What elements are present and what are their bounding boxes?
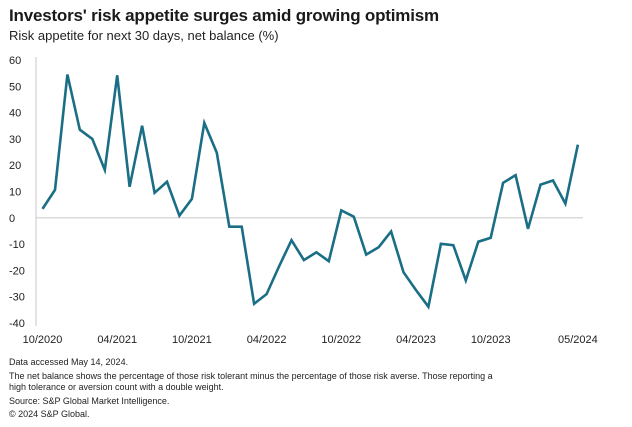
data-point [153, 192, 156, 195]
data-point [402, 271, 405, 274]
data-point [290, 239, 293, 242]
x-tick-label: 04/2021 [97, 334, 137, 346]
data-point [79, 128, 82, 131]
plot-area [36, 73, 583, 310]
data-point [427, 305, 430, 308]
y-tick-label: -40 [9, 318, 25, 330]
data-point [166, 180, 169, 183]
x-axis: 10/2020 04/2021 10/2021 04/2022 10/2022 04/20… [23, 334, 598, 346]
definition-note: The net balance shows the percentage of … [9, 371, 493, 392]
source-note: Source: S&P Global Market Intelligence. [9, 396, 170, 406]
x-tick-label: 10/2020 [23, 334, 63, 346]
data-point [278, 265, 281, 268]
y-tick-label: 0 [9, 213, 15, 225]
data-point [128, 185, 131, 188]
x-tick-label: 10/2023 [471, 334, 511, 346]
y-tick-label: 10 [9, 187, 21, 199]
data-point [216, 152, 219, 155]
y-tick-label: -10 [9, 239, 25, 251]
data-point [539, 183, 542, 186]
x-tick-label: 05/2024 [558, 334, 598, 346]
data-point [303, 259, 306, 262]
y-tick-label: 40 [9, 108, 21, 120]
y-tick-label: 30 [9, 134, 21, 146]
data-point [390, 230, 393, 233]
data-point [253, 303, 256, 306]
y-tick-label: -30 [9, 292, 25, 304]
data-point [577, 143, 580, 146]
data-point [41, 208, 44, 211]
data-point [502, 182, 505, 185]
data-point [265, 293, 268, 296]
y-tick-label: 50 [9, 81, 21, 93]
data-point [315, 251, 318, 254]
line-chart: 60 50 40 30 20 10 0 -10 -20 -30 -40 10/2020 04/2021… [9, 55, 598, 346]
footnotes: Data accessed May 14, 2024. The net bala… [9, 357, 509, 423]
copyright-note: © 2024 S&P Global. [9, 409, 90, 419]
data-point [465, 279, 468, 282]
series-line [41, 74, 580, 310]
data-point [240, 225, 243, 228]
data-point [352, 215, 355, 218]
data-point [552, 179, 555, 182]
data-point [489, 236, 492, 239]
data-point [228, 225, 231, 228]
data-point [377, 246, 380, 249]
data-point [116, 74, 119, 77]
data-point [452, 244, 455, 247]
data-point [365, 253, 368, 256]
chart-subtitle: Risk appetite for next 30 days, net bala… [9, 28, 279, 43]
data-point [415, 289, 418, 292]
data-point [141, 124, 144, 127]
y-tick-label: 20 [9, 160, 21, 172]
data-point [527, 228, 530, 231]
data-point [203, 122, 206, 125]
data-point [91, 138, 94, 141]
data-point [340, 209, 343, 212]
data-point [178, 214, 181, 217]
x-tick-label: 04/2022 [247, 334, 287, 346]
data-point [564, 202, 567, 205]
data-point [54, 189, 57, 192]
data-point [103, 169, 106, 172]
data-point [191, 198, 194, 201]
x-tick-label: 04/2023 [396, 334, 436, 346]
data-point [477, 240, 480, 243]
data-accessed-note: Data accessed May 14, 2024. [9, 357, 129, 367]
y-tick-label: -20 [9, 265, 25, 277]
data-point [328, 260, 331, 263]
data-point [514, 174, 517, 177]
y-tick-label: 60 [9, 55, 21, 67]
data-point [66, 73, 69, 76]
chart-title: Investors' risk appetite surges amid gro… [9, 6, 439, 25]
x-tick-label: 10/2022 [321, 334, 361, 346]
data-point [440, 243, 443, 246]
x-tick-label: 10/2021 [172, 334, 212, 346]
y-axis: 60 50 40 30 20 10 0 -10 -20 -30 -40 [9, 55, 37, 330]
